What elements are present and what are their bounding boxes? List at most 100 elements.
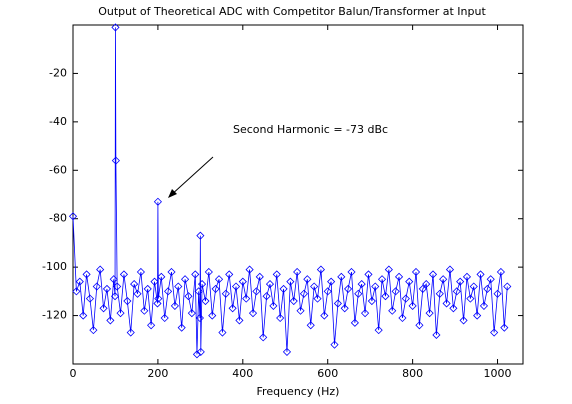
data-point — [344, 284, 353, 294]
data-point — [196, 347, 205, 356]
data-point — [133, 289, 142, 298]
data-point — [214, 275, 224, 284]
data-point — [276, 313, 285, 323]
data-point — [92, 282, 101, 291]
x-axis-label: Frequency (Hz) — [257, 385, 340, 398]
data-point — [374, 326, 383, 335]
y-tick-label: -80 — [49, 212, 67, 225]
plot-frame — [72, 24, 524, 365]
data-point — [262, 292, 271, 301]
data-point — [316, 265, 325, 274]
data-point — [449, 304, 458, 313]
data-point — [231, 282, 241, 291]
data-point — [394, 272, 404, 281]
data-point — [157, 272, 166, 281]
data-point — [153, 299, 162, 308]
data-point — [330, 340, 339, 349]
data-point — [140, 306, 149, 315]
data-point — [68, 212, 78, 221]
data-point — [130, 280, 139, 289]
data-point — [136, 267, 145, 277]
data-point — [255, 272, 264, 281]
data-point — [500, 323, 509, 332]
data-point — [442, 299, 451, 308]
data-point — [201, 296, 210, 306]
data-point — [445, 265, 455, 274]
data-point — [459, 316, 468, 325]
x-tick-label: 1000 — [484, 367, 512, 380]
data-point — [493, 289, 502, 298]
data-point — [473, 311, 482, 320]
data-point — [364, 270, 373, 279]
data-point — [225, 270, 234, 279]
data-point — [184, 292, 193, 301]
data-point — [350, 318, 359, 327]
x-tick-label: 0 — [70, 367, 77, 380]
data-point — [388, 306, 397, 315]
data-point — [153, 197, 162, 206]
data-point — [272, 270, 281, 279]
data-point — [428, 270, 438, 279]
data-point — [109, 275, 118, 284]
data-point — [211, 284, 220, 294]
data-point — [479, 301, 489, 310]
data-point — [296, 306, 305, 315]
data-point — [96, 265, 105, 274]
data-point — [106, 316, 115, 325]
data-point — [391, 287, 400, 296]
data-point — [347, 267, 356, 277]
data-point — [371, 282, 380, 291]
data-point — [167, 267, 176, 277]
data-point — [187, 309, 196, 318]
y-tick-label: -20 — [49, 66, 67, 79]
data-point — [269, 301, 278, 310]
data-point — [490, 328, 499, 337]
data-point — [381, 292, 390, 301]
data-point — [238, 277, 247, 286]
x-tick-label: 600 — [317, 367, 338, 380]
data-point — [327, 277, 336, 286]
x-tick-label: 200 — [147, 367, 168, 380]
data-point — [181, 275, 190, 284]
data-point — [282, 347, 292, 356]
data-point — [123, 296, 132, 306]
data-point — [425, 309, 434, 318]
data-point — [195, 313, 204, 323]
data-point — [110, 292, 120, 301]
data-point — [204, 267, 213, 277]
data-point — [245, 265, 254, 274]
data-point — [418, 284, 427, 294]
data-point — [116, 309, 125, 318]
data-point — [252, 287, 261, 296]
data-point — [99, 304, 108, 313]
data-point — [111, 156, 120, 165]
annotation: Second Harmonic = -73 dBc — [233, 123, 388, 136]
data-point — [191, 270, 200, 279]
data-point — [439, 275, 448, 284]
data-point — [367, 296, 376, 306]
data-point — [170, 301, 179, 310]
data-point — [150, 277, 159, 286]
data-point — [126, 328, 135, 337]
data-point — [221, 289, 230, 298]
data-point — [265, 280, 275, 289]
data-point — [286, 277, 295, 286]
data-point — [192, 350, 202, 359]
data-point — [164, 287, 173, 296]
data-point — [299, 289, 309, 298]
data-point — [289, 296, 298, 306]
data-point — [89, 326, 98, 335]
data-point — [306, 321, 315, 330]
data-point — [85, 294, 95, 303]
data-point — [320, 311, 329, 320]
data-point — [337, 272, 346, 281]
data-point — [422, 280, 431, 289]
data-point — [398, 313, 407, 323]
data-point — [177, 323, 186, 332]
data-point — [486, 275, 495, 284]
data-point — [143, 284, 152, 294]
data-point — [111, 23, 120, 32]
data-point — [242, 294, 251, 303]
chart-title: Output of Theoretical ADC with Competito… — [98, 5, 486, 18]
